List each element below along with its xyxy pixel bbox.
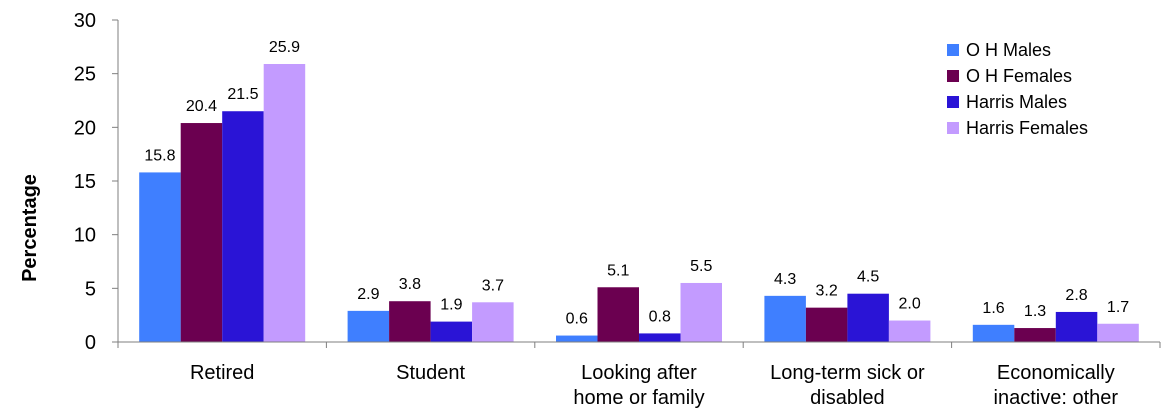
bar	[556, 335, 598, 342]
legend-label: O H Females	[966, 66, 1072, 86]
data-label: 2.9	[357, 286, 379, 303]
data-labels: 15.8 20.4 21.5 25.9 2.9 3.8 1.9 3.7 0.6 5.1 0.8 5.5…	[144, 39, 1129, 328]
data-label: 1.9	[440, 297, 462, 314]
x-tick-label: Economically inactive: other	[994, 362, 1119, 409]
y-tick-label: 30	[74, 10, 96, 32]
x-tick-label-line: Economically	[997, 362, 1115, 384]
y-tick-label: 20	[74, 117, 96, 139]
data-label: 1.7	[1107, 299, 1129, 316]
data-label: 2.8	[1065, 287, 1087, 304]
legend-swatch	[947, 70, 959, 82]
legend: O H Males O H Females Harris Males Harris F…	[947, 40, 1088, 138]
data-label: 5.1	[607, 262, 629, 279]
x-tick-label-line: Long-term sick or	[770, 362, 925, 384]
y-tick-label: 5	[85, 278, 96, 300]
bar	[847, 293, 889, 342]
x-tick-label-line: disabled	[810, 387, 885, 409]
x-tick-label: Long-term sick or disabled	[770, 362, 925, 409]
bar	[680, 282, 722, 342]
data-label: 3.8	[399, 276, 421, 293]
x-tick-label: Looking after home or family	[573, 362, 704, 409]
y-tick-label: 15	[74, 171, 96, 193]
bar	[139, 172, 181, 342]
data-label: 3.2	[816, 283, 838, 300]
bar	[389, 301, 431, 342]
data-label: 4.3	[774, 271, 796, 288]
x-axis: Retired Student Looking after home or famil…	[117, 341, 1161, 409]
y-tick-label: 0	[85, 332, 96, 354]
bar	[180, 123, 223, 342]
bar	[639, 333, 681, 342]
x-tick-label: Retired	[190, 362, 254, 384]
bar	[1014, 328, 1056, 342]
y-tick-label: 10	[74, 225, 96, 247]
data-label: 21.5	[227, 86, 258, 103]
data-label: 1.3	[1024, 303, 1046, 320]
data-label: 25.9	[269, 39, 300, 56]
bar	[1055, 311, 1098, 342]
bar	[222, 111, 264, 342]
x-tick-label-line: Retired	[190, 362, 254, 384]
legend-swatch	[947, 122, 959, 134]
bar	[347, 310, 390, 342]
x-tick-label: Student	[396, 362, 465, 384]
bar	[805, 307, 848, 342]
y-axis: 0 5 10 15 20 25 30	[74, 10, 119, 354]
legend-swatch	[947, 96, 959, 108]
bar	[1097, 323, 1139, 342]
y-axis-title: Percentage	[19, 174, 41, 282]
legend-label: Harris Males	[966, 92, 1067, 112]
legend-swatch	[947, 44, 959, 56]
bar	[472, 302, 514, 342]
x-tick-label-line: Student	[396, 362, 465, 384]
data-label: 0.8	[649, 308, 671, 325]
data-label: 0.6	[566, 311, 588, 328]
x-tick-label-line: home or family	[573, 387, 704, 409]
data-label: 20.4	[186, 98, 217, 115]
bars	[139, 64, 1139, 343]
bar	[888, 320, 931, 342]
bar	[597, 287, 639, 342]
bar	[430, 321, 473, 342]
data-label: 2.0	[899, 296, 921, 313]
y-tick-label: 25	[74, 64, 96, 86]
data-label: 3.7	[482, 277, 504, 294]
data-label: 5.5	[690, 258, 712, 275]
bar	[972, 324, 1015, 342]
data-label: 15.8	[144, 147, 175, 164]
bar	[764, 295, 806, 342]
x-tick-label-line: inactive: other	[994, 387, 1119, 409]
bar	[263, 64, 306, 343]
data-label: 4.5	[857, 269, 879, 286]
legend-label: Harris Females	[966, 118, 1088, 138]
data-label: 1.6	[982, 300, 1004, 317]
x-tick-label-line: Looking after	[581, 362, 697, 384]
legend-label: O H Males	[966, 40, 1051, 60]
